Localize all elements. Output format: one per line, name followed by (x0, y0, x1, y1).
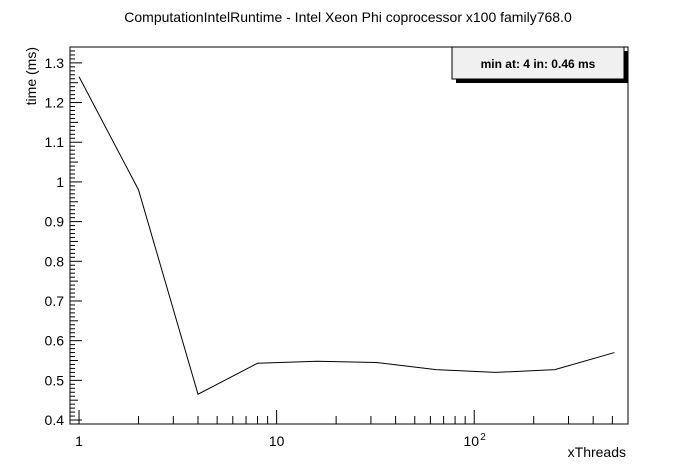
y-tick-label: 0.6 (45, 333, 65, 349)
chart-title: ComputationIntelRuntime - Intel Xeon Phi… (124, 9, 572, 25)
x-tick-label: 10 (269, 433, 285, 449)
plot-frame (69, 46, 629, 425)
x-tick-exponent: 2 (480, 432, 486, 443)
series-line (78, 76, 615, 395)
y-tick-label: 0.4 (45, 412, 65, 428)
legend-text: min at: 4 in: 0.46 ms (481, 57, 596, 71)
y-tick-label: 1.2 (45, 95, 65, 111)
y-tick-label: 1.3 (45, 55, 65, 71)
y-tick-label: 0.9 (45, 214, 65, 230)
x-tick-label: 10 (463, 433, 479, 449)
x-axis-title: xThreads (568, 444, 626, 460)
y-tick-label: 0.7 (45, 293, 65, 309)
x-tick-label: 1 (75, 433, 83, 449)
x-axis (69, 410, 629, 424)
y-tick-label: 0.5 (45, 372, 65, 388)
legend-frame (451, 46, 625, 80)
x-tick-labels: 1 10 10 2 (75, 432, 486, 449)
y-axis-title: time (ms) (23, 47, 39, 105)
y-axis (70, 46, 82, 425)
y-tick-label: 0.8 (45, 253, 65, 269)
y-tick-labels: 0.4 0.5 0.6 0.7 0.8 0.9 1 1.1 1.2 1.3 (45, 55, 65, 428)
y-tick-label: 1.1 (45, 134, 65, 150)
y-tick-label: 1 (56, 174, 64, 190)
legend-box: min at: 4 in: 0.46 ms (451, 46, 628, 83)
